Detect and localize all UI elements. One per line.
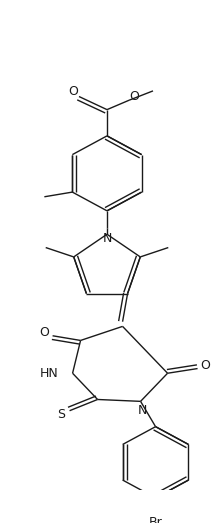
Text: HN: HN bbox=[40, 367, 59, 380]
Text: O: O bbox=[68, 85, 78, 98]
Text: N: N bbox=[102, 232, 112, 245]
Text: S: S bbox=[58, 408, 66, 421]
Text: O: O bbox=[40, 325, 49, 338]
Text: O: O bbox=[129, 90, 139, 103]
Text: O: O bbox=[201, 359, 210, 372]
Text: N: N bbox=[138, 404, 147, 417]
Text: Br: Br bbox=[149, 516, 163, 523]
